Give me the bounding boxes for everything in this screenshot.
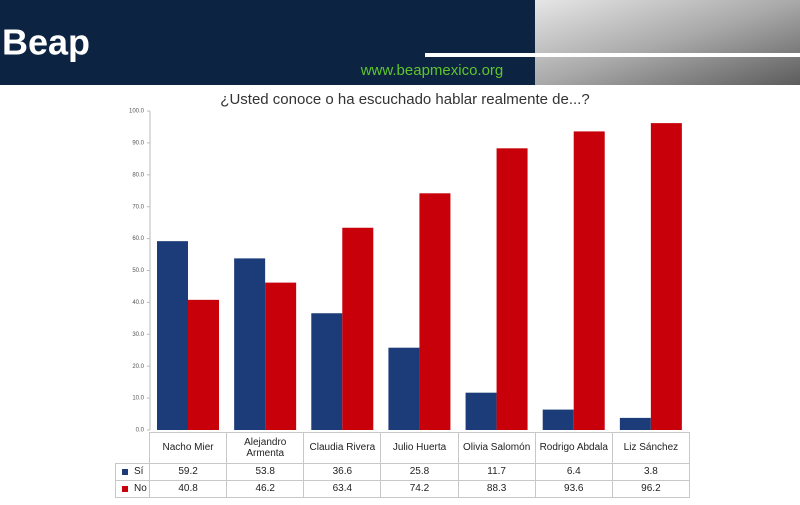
chart-title: ¿Usted conoce o ha escuchado hablar real… (220, 91, 589, 108)
bar (157, 241, 188, 430)
header-banner (0, 0, 540, 85)
table-corner (115, 432, 150, 464)
x-tick-label: Claudia Rivera (304, 432, 382, 464)
x-tick-label: Rodrigo Abdala (535, 432, 613, 464)
legend-label: Sí (134, 466, 144, 478)
x-tick-label: Liz Sánchez (612, 432, 690, 464)
data-label: 3.8 (612, 464, 690, 481)
y-tick-label: 100.0 (129, 109, 145, 115)
header-rule (425, 53, 800, 57)
x-tick-label: Nacho Mier (150, 432, 228, 464)
bar (619, 417, 651, 430)
bar (342, 227, 374, 430)
data-label: 74.2 (381, 481, 459, 498)
header-photo (535, 0, 800, 85)
data-label: 59.2 (150, 464, 228, 481)
data-label: 40.8 (150, 481, 228, 498)
data-label: 25.8 (381, 464, 459, 481)
legend-entry: Sí (115, 464, 150, 481)
bar (573, 131, 605, 430)
bar (542, 409, 574, 430)
y-tick-label: 30.0 (132, 332, 144, 338)
y-tick-label: 90.0 (132, 140, 144, 146)
data-label: 96.2 (612, 481, 690, 498)
y-tick-label: 60.0 (132, 236, 144, 242)
legend-swatch (122, 486, 128, 492)
data-label: 11.7 (458, 464, 536, 481)
data-label: 93.6 (535, 481, 613, 498)
x-tick-label: Alejandro Armenta (227, 432, 305, 464)
y-tick-label: 70.0 (132, 204, 144, 210)
bar (496, 148, 528, 430)
data-label: 6.4 (535, 464, 613, 481)
legend-swatch (122, 469, 128, 475)
x-tick-label: Julio Huerta (381, 432, 459, 464)
bar (234, 258, 266, 430)
y-tick-label: 50.0 (132, 268, 144, 274)
logo: Beap (2, 22, 90, 63)
data-label: 88.3 (458, 481, 536, 498)
site-url: www.beapmexico.org (360, 62, 504, 79)
bar (419, 193, 451, 430)
bar (311, 313, 343, 430)
y-tick-label: 0.0 (136, 428, 145, 434)
y-tick-label: 10.0 (132, 396, 144, 402)
bar (650, 123, 682, 430)
data-label: 46.2 (227, 481, 305, 498)
y-tick-label: 80.0 (132, 172, 144, 178)
data-label: 63.4 (304, 481, 382, 498)
x-tick-label: Olivia Salomón (458, 432, 536, 464)
data-label: 36.6 (304, 464, 382, 481)
y-tick-label: 20.0 (132, 364, 144, 370)
bar (465, 392, 497, 430)
legend-label: No (134, 483, 147, 495)
bar (265, 282, 297, 430)
legend-entry: No (115, 481, 150, 498)
bar (388, 347, 420, 430)
data-label: 53.8 (227, 464, 305, 481)
y-tick-label: 40.0 (132, 300, 144, 306)
bar (188, 299, 219, 430)
